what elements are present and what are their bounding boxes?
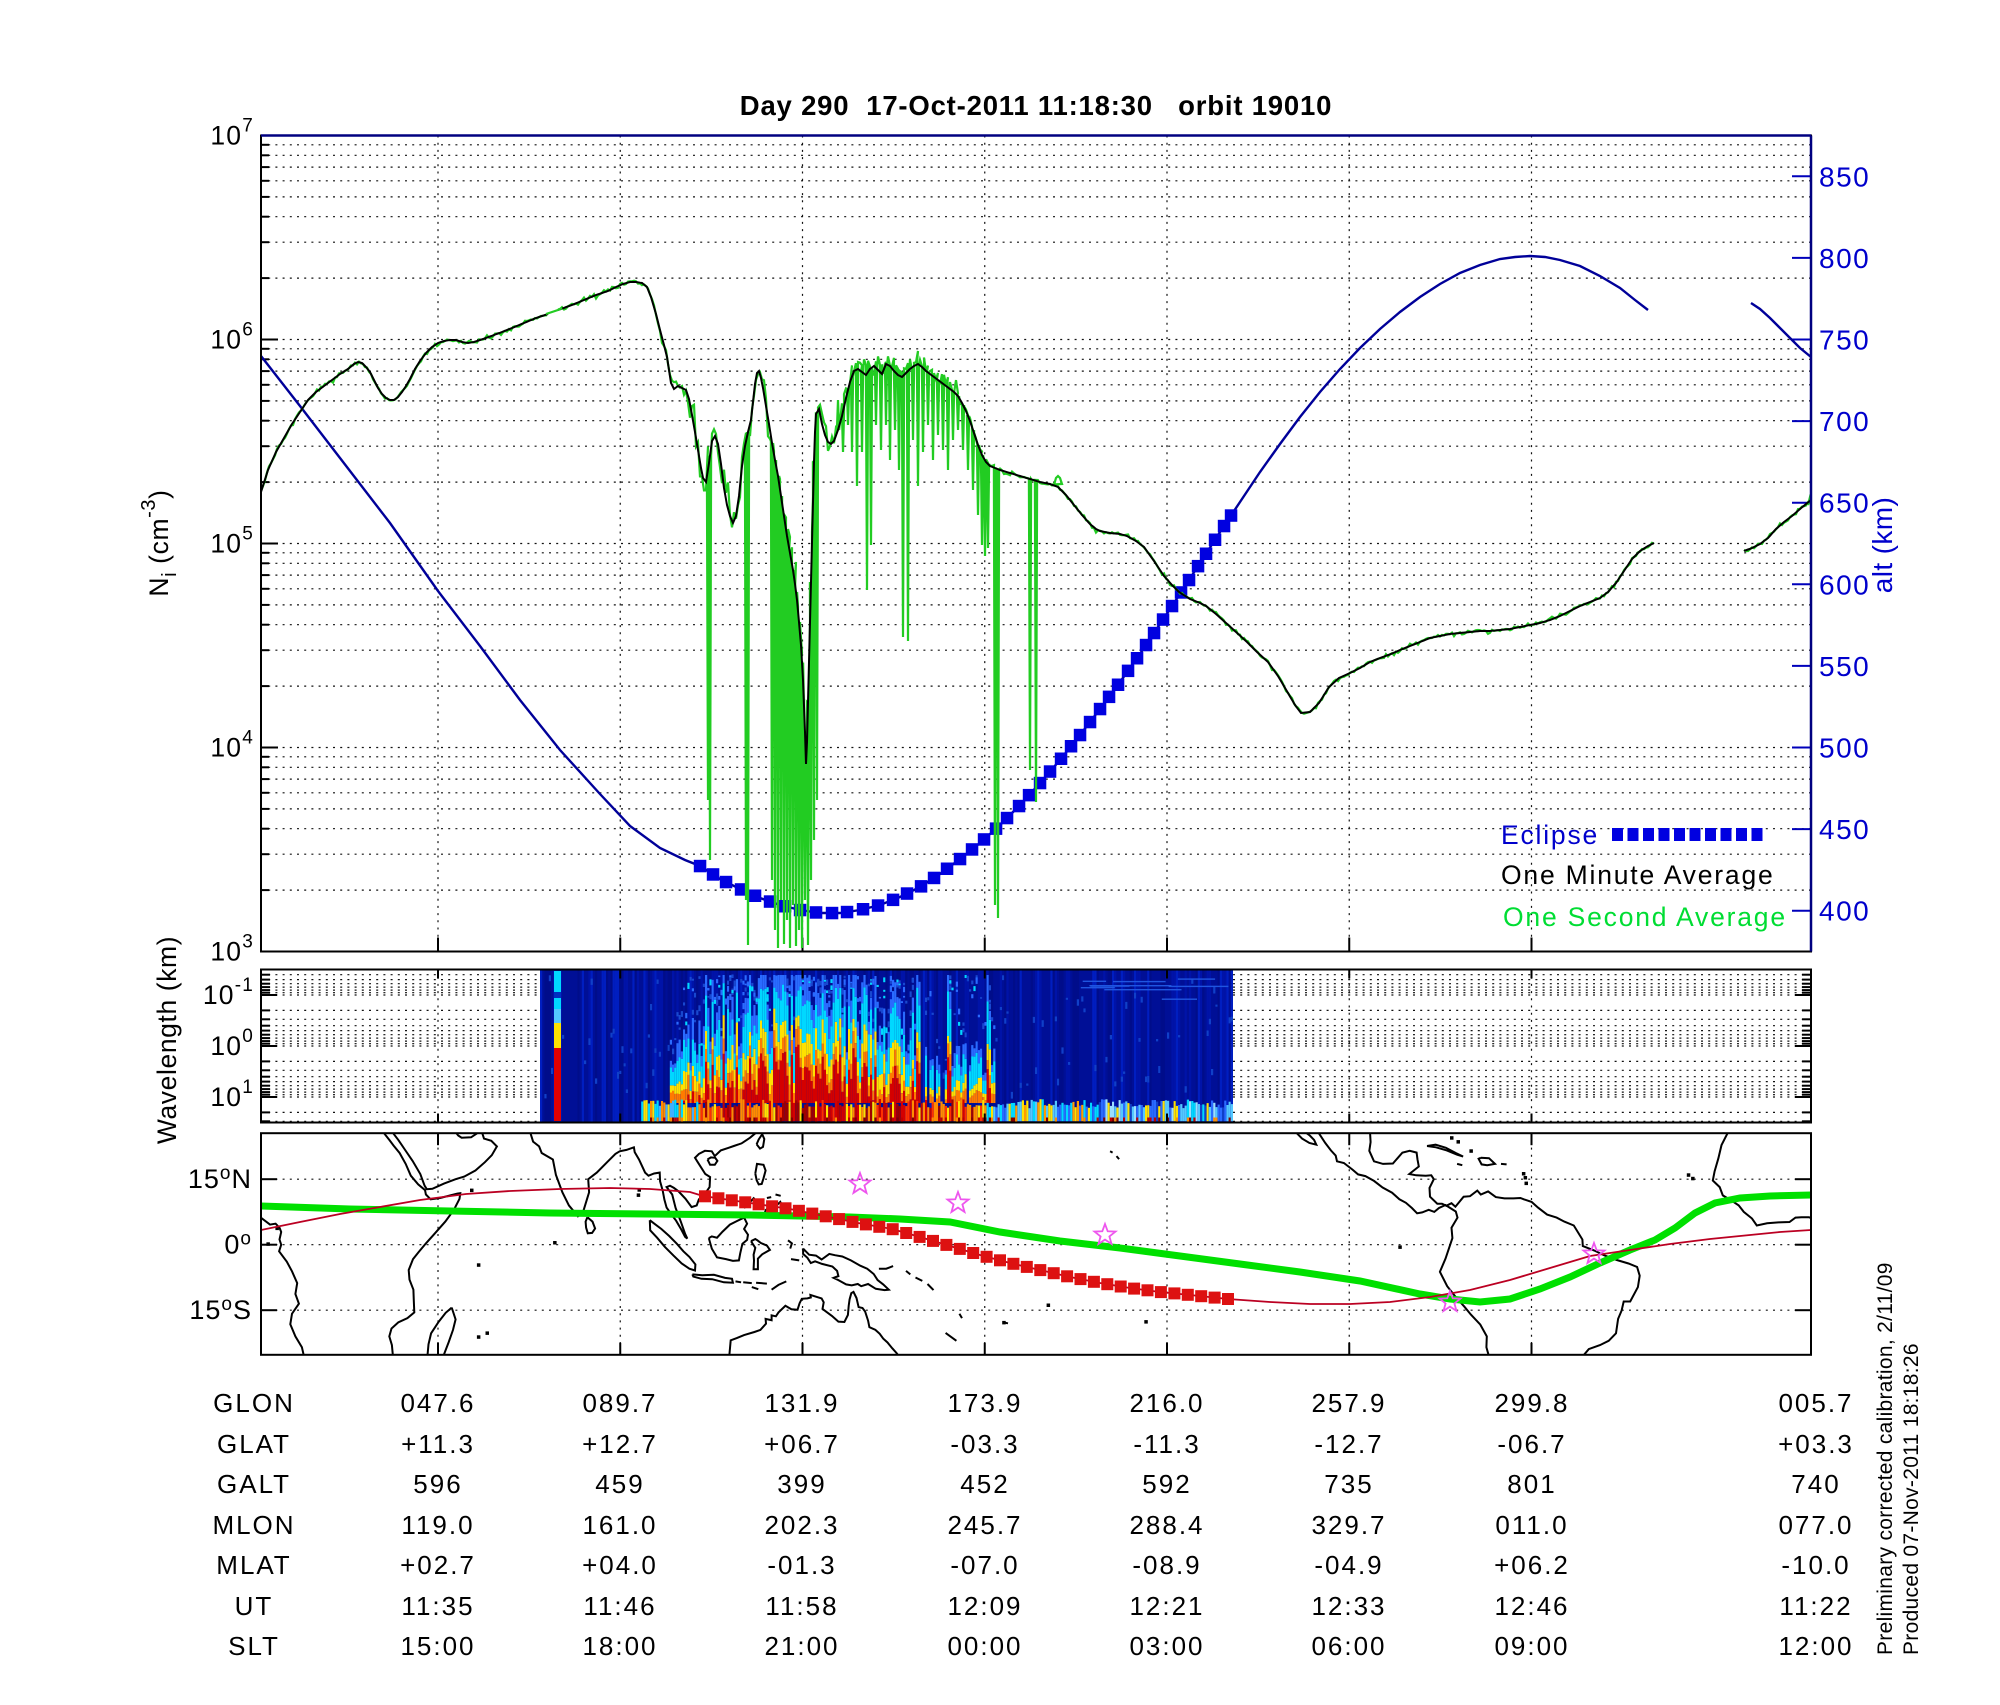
- svg-text:+11.3: +11.3: [401, 1429, 475, 1459]
- svg-text:103: 103: [210, 932, 254, 967]
- svg-text:257.9: 257.9: [1311, 1388, 1386, 1418]
- svg-text:12:21: 12:21: [1129, 1591, 1204, 1621]
- svg-text:GLON: GLON: [213, 1388, 295, 1418]
- svg-text:850: 850: [1819, 161, 1870, 192]
- svg-text:06:00: 06:00: [1311, 1631, 1386, 1661]
- svg-text:10-1: 10-1: [203, 975, 254, 1010]
- svg-text:596: 596: [413, 1469, 462, 1499]
- svg-text:-03.3: -03.3: [950, 1429, 1019, 1459]
- svg-text:MLON: MLON: [212, 1510, 295, 1540]
- svg-text:202.3: 202.3: [764, 1510, 839, 1540]
- svg-text:18:00: 18:00: [582, 1631, 657, 1661]
- svg-text:216.0: 216.0: [1129, 1388, 1204, 1418]
- svg-text:500: 500: [1819, 733, 1870, 764]
- svg-text:alt (km): alt (km): [1867, 497, 1898, 594]
- svg-text:299.8: 299.8: [1494, 1388, 1569, 1418]
- svg-text:450: 450: [1819, 814, 1870, 845]
- svg-text:740: 740: [1791, 1469, 1840, 1499]
- svg-text:12:09: 12:09: [947, 1591, 1022, 1621]
- svg-text:11:35: 11:35: [401, 1591, 474, 1621]
- svg-text:15oS: 15oS: [189, 1294, 252, 1325]
- svg-text:+02.7: +02.7: [400, 1550, 476, 1580]
- svg-text:UT: UT: [235, 1591, 274, 1621]
- svg-text:-01.3: -01.3: [767, 1550, 836, 1580]
- svg-text:One Second Average: One Second Average: [1503, 902, 1787, 932]
- svg-text:+03.3: +03.3: [1778, 1429, 1854, 1459]
- svg-text:MLAT: MLAT: [216, 1550, 291, 1580]
- svg-text:+04.0: +04.0: [582, 1550, 658, 1580]
- svg-text:700: 700: [1819, 406, 1870, 437]
- svg-text:801: 801: [1507, 1469, 1556, 1499]
- svg-text:400: 400: [1819, 896, 1870, 927]
- svg-text:089.7: 089.7: [582, 1388, 657, 1418]
- svg-text:12:00: 12:00: [1778, 1631, 1853, 1661]
- svg-text:592: 592: [1142, 1469, 1191, 1499]
- svg-text:735: 735: [1324, 1469, 1373, 1499]
- svg-text:-11.3: -11.3: [1133, 1429, 1200, 1459]
- svg-text:600: 600: [1819, 569, 1870, 600]
- svg-text:-06.7: -06.7: [1497, 1429, 1566, 1459]
- svg-text:Produced 07-Nov-2011 18:18:26: Produced 07-Nov-2011 18:18:26: [1900, 1343, 1923, 1655]
- svg-text:452: 452: [960, 1469, 1009, 1499]
- svg-text:131.9: 131.9: [764, 1388, 839, 1418]
- svg-text:15:00: 15:00: [400, 1631, 475, 1661]
- svg-text:09:00: 09:00: [1494, 1631, 1569, 1661]
- svg-text:11:46: 11:46: [583, 1591, 656, 1621]
- svg-text:011.0: 011.0: [1495, 1510, 1568, 1540]
- svg-text:329.7: 329.7: [1311, 1510, 1386, 1540]
- svg-text:245.7: 245.7: [947, 1510, 1022, 1540]
- svg-text:161.0: 161.0: [582, 1510, 657, 1540]
- svg-text:+06.7: +06.7: [764, 1429, 840, 1459]
- svg-text:650: 650: [1819, 488, 1870, 519]
- svg-text:550: 550: [1819, 651, 1870, 682]
- svg-text:15oN: 15oN: [188, 1163, 252, 1194]
- svg-text:+12.7: +12.7: [582, 1429, 658, 1459]
- svg-text:Eclipse: Eclipse: [1501, 820, 1599, 850]
- svg-text:-10.0: -10.0: [1781, 1550, 1850, 1580]
- svg-text:03:00: 03:00: [1129, 1631, 1204, 1661]
- svg-text:077.0: 077.0: [1778, 1510, 1853, 1540]
- svg-text:Day 290 17-Oct-2011 11:18:30: Day 290 17-Oct-2011 11:18:30 orbit 19010: [740, 90, 1332, 121]
- svg-text:-12.7: -12.7: [1314, 1429, 1383, 1459]
- svg-text:750: 750: [1819, 325, 1870, 356]
- svg-text:11:22: 11:22: [1779, 1591, 1852, 1621]
- svg-text:800: 800: [1819, 243, 1870, 274]
- svg-text:Preliminary corrected calibrat: Preliminary corrected calibration, 2/11/…: [1874, 1262, 1897, 1655]
- svg-text:459: 459: [595, 1469, 644, 1499]
- svg-text:-08.9: -08.9: [1132, 1550, 1201, 1580]
- svg-text:-04.9: -04.9: [1314, 1550, 1383, 1580]
- svg-text:11:58: 11:58: [765, 1591, 838, 1621]
- svg-text:-07.0: -07.0: [950, 1550, 1019, 1580]
- svg-text:00:00: 00:00: [947, 1631, 1022, 1661]
- svg-text:SLT: SLT: [228, 1631, 280, 1661]
- svg-text:173.9: 173.9: [947, 1388, 1022, 1418]
- svg-text:21:00: 21:00: [764, 1631, 839, 1661]
- svg-text:12:33: 12:33: [1311, 1591, 1386, 1621]
- svg-text:Wavelength (km): Wavelength (km): [152, 936, 182, 1144]
- svg-text:119.0: 119.0: [401, 1510, 474, 1540]
- svg-text:12:46: 12:46: [1494, 1591, 1569, 1621]
- svg-text:GLAT: GLAT: [217, 1429, 291, 1459]
- svg-text:288.4: 288.4: [1129, 1510, 1204, 1540]
- svg-text:One Minute Average: One Minute Average: [1501, 860, 1775, 890]
- svg-text:047.6: 047.6: [400, 1388, 475, 1418]
- svg-text:005.7: 005.7: [1778, 1388, 1853, 1418]
- svg-text:399: 399: [777, 1469, 826, 1499]
- svg-text:Ni (cm-3): Ni (cm-3): [138, 489, 181, 596]
- svg-text:+06.2: +06.2: [1494, 1550, 1570, 1580]
- svg-text:GALT: GALT: [217, 1469, 291, 1499]
